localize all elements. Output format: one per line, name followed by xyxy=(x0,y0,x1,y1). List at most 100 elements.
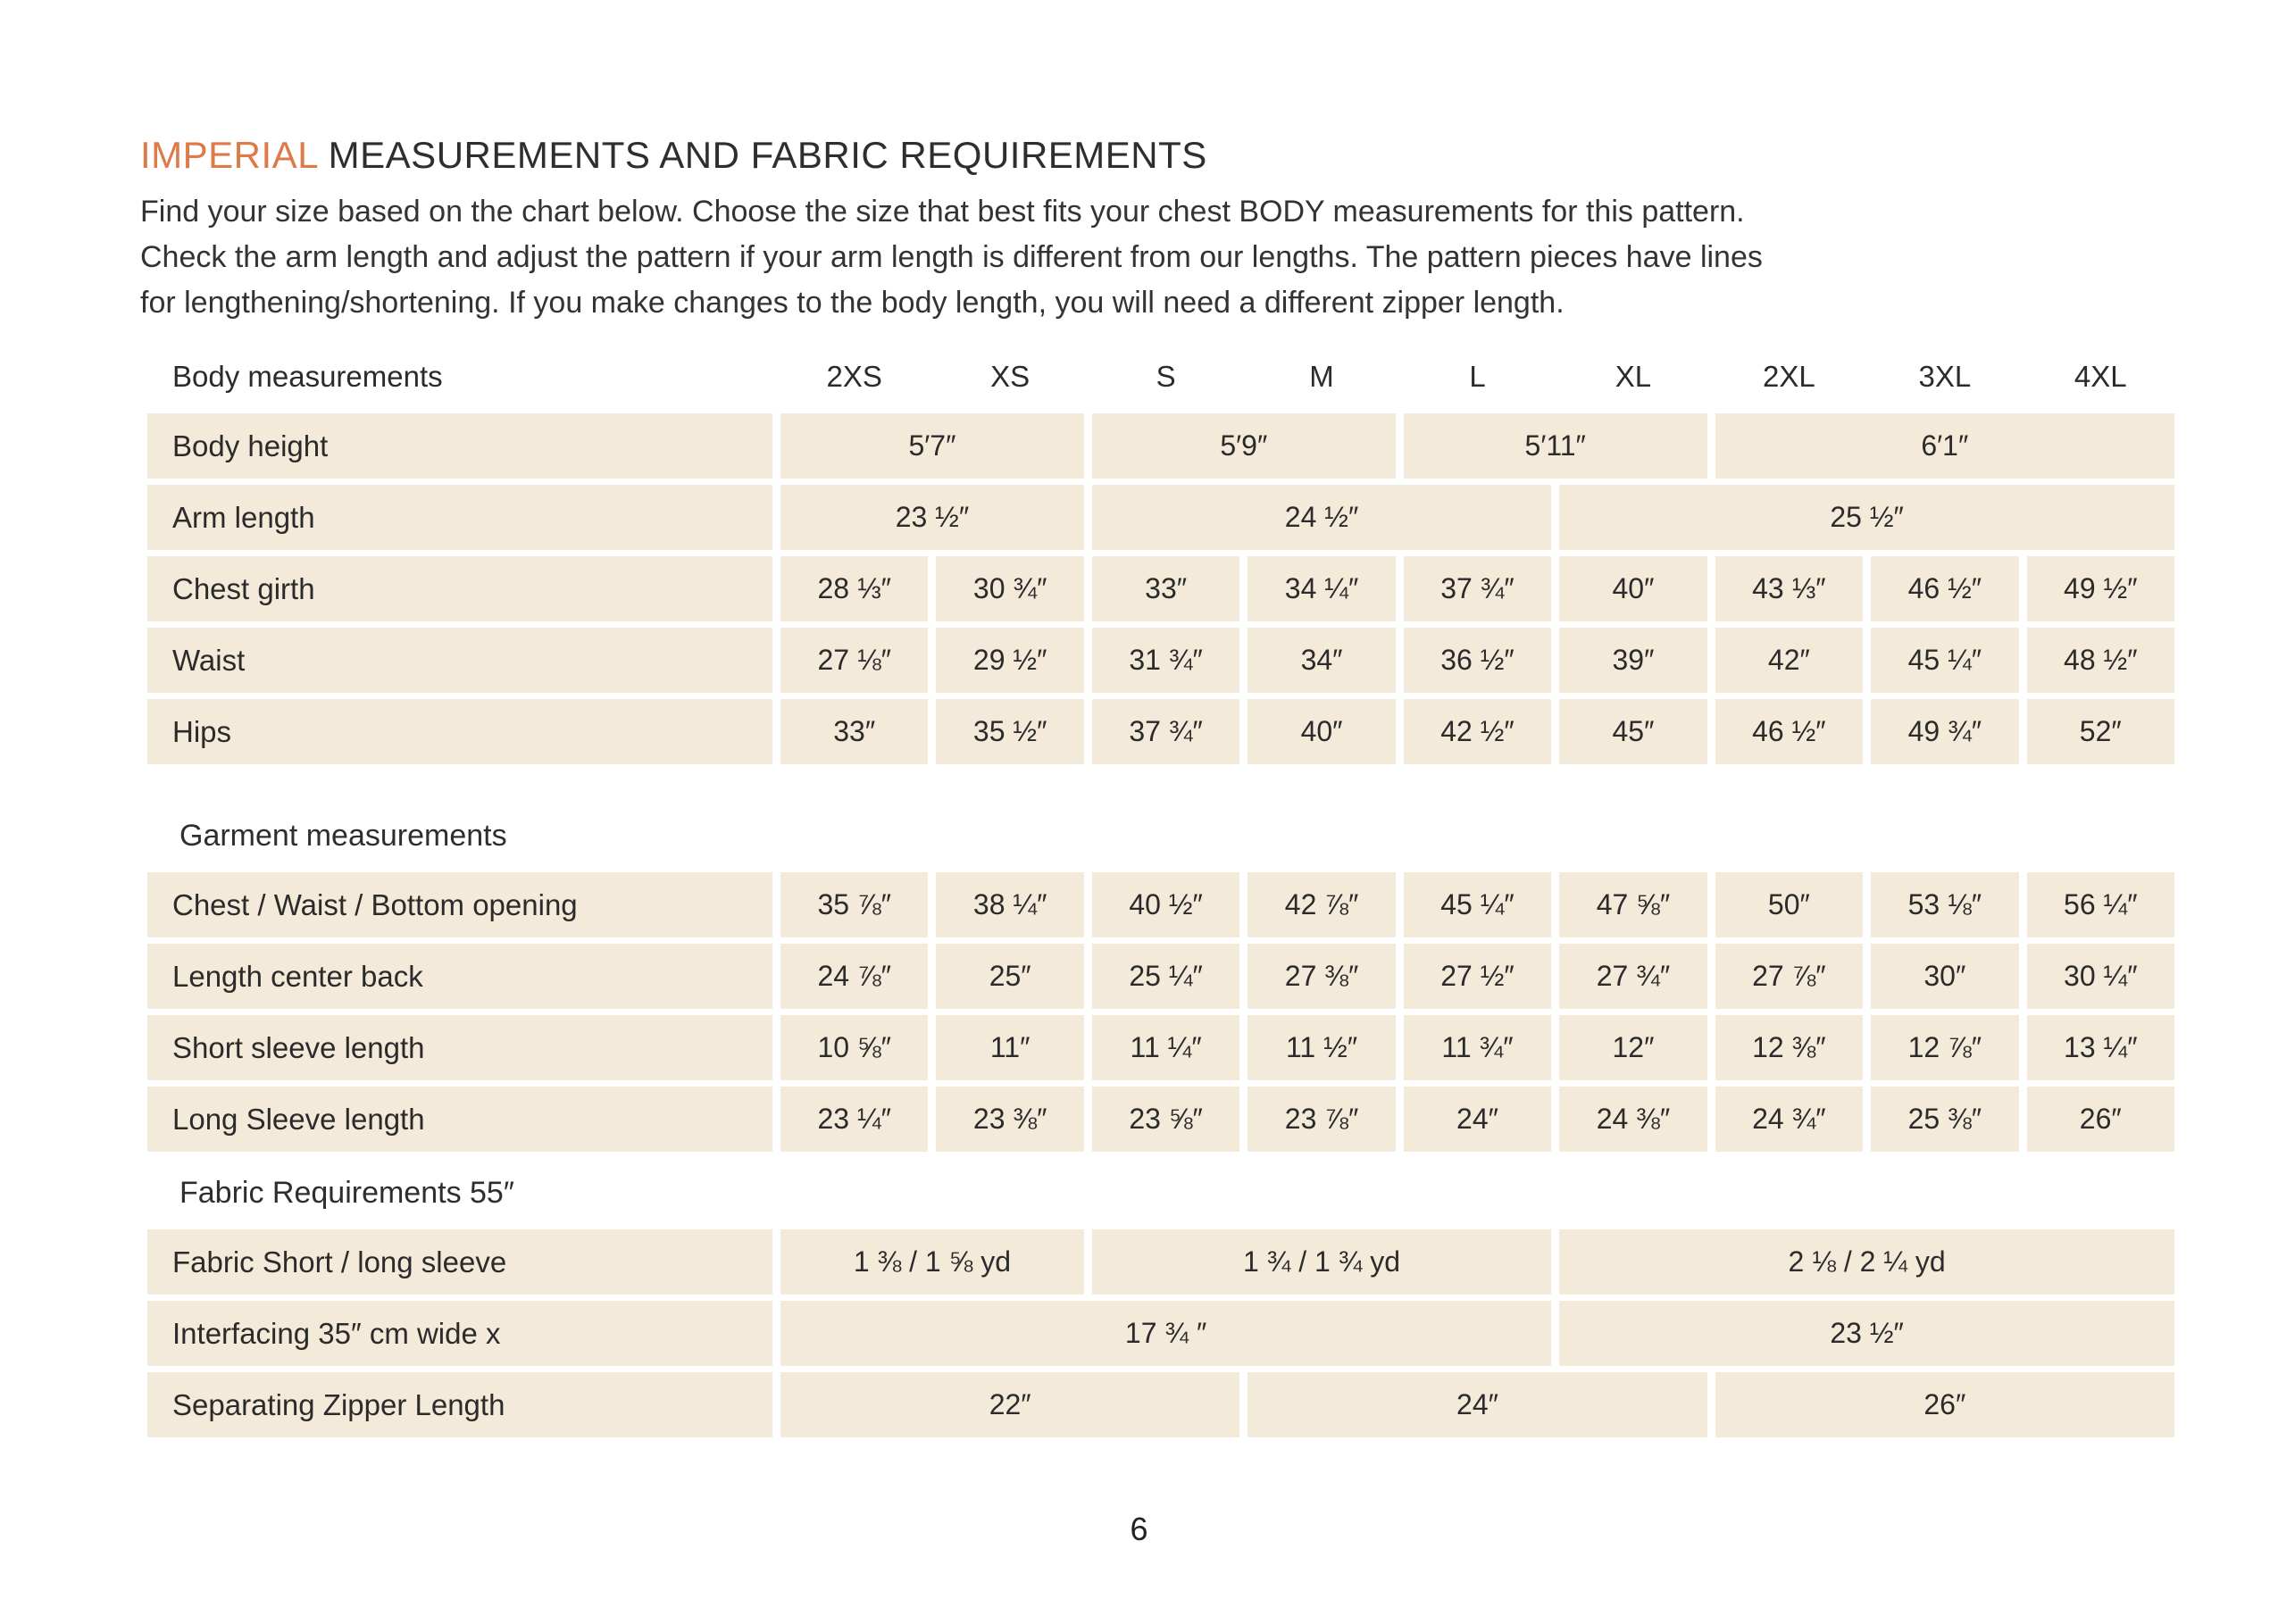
value-cell: 27 ⅛″ xyxy=(780,628,929,693)
table-row: Fabric Short / long sleeve 1 ⅜ / 1 ⅝ yd 1 … xyxy=(147,1229,2174,1295)
value-cell: 24 ¾″ xyxy=(1715,1087,1864,1152)
size-column-header: L xyxy=(1469,360,1486,393)
row-label: Arm length xyxy=(147,485,772,550)
page-content: IMPERIAL MEASUREMENTS AND FABRIC REQUIRE… xyxy=(140,134,2198,1547)
row-label: Long Sleeve length xyxy=(147,1087,772,1152)
value-cell: 23 ½″ xyxy=(780,485,1084,550)
value-cell: 1 ⅜ / 1 ⅝ yd xyxy=(780,1229,1084,1295)
value-cell: 12 ⅞″ xyxy=(1871,1015,2019,1080)
value-cell: 10 ⅝″ xyxy=(780,1015,929,1080)
size-column-header: S xyxy=(1156,360,1176,393)
value-cell: 27 ½″ xyxy=(1403,944,1552,1009)
value-cell: 24 ½″ xyxy=(1091,485,1552,550)
value-cell: 28 ⅓″ xyxy=(780,556,929,621)
value-cell: 46 ½″ xyxy=(1871,556,2019,621)
value-cell: 27 ⅜″ xyxy=(1247,944,1396,1009)
value-cell: 40″ xyxy=(1559,556,1707,621)
intro-line: Find your size based on the chart below.… xyxy=(140,195,1745,229)
fabric-requirement-rows: Fabric Short / long sleeve 1 ⅜ / 1 ⅝ yd 1 … xyxy=(147,1229,2174,1437)
size-column-header: 3XL xyxy=(1918,360,1972,393)
body-measurement-rows: Body height 5′7″ 5′9″ 5′11″ 6′1″ Arm length 23… xyxy=(147,413,2174,764)
value-cell: 30″ xyxy=(1871,944,2019,1009)
table-row: Short sleeve length 10 ⅝″ 11″ 11 ¼″ 11 ½″ 11 … xyxy=(147,1015,2174,1080)
value-cell: 37 ¾″ xyxy=(1091,699,1240,764)
value-cell: 11 ¾″ xyxy=(1403,1015,1552,1080)
size-column-header: 2XL xyxy=(1763,360,1815,393)
page-title: IMPERIAL MEASUREMENTS AND FABRIC REQUIRE… xyxy=(140,134,2198,177)
value-cell: 13 ¼″ xyxy=(2026,1015,2174,1080)
table-row: Arm length 23 ½″ 24 ½″ 25 ½″ xyxy=(147,485,2174,550)
table-row: Separating Zipper Length 22″ 24″ 26″ xyxy=(147,1372,2174,1437)
table-row: Waist 27 ⅛″ 29 ½″ 31 ¾″ 34″ 36 ½″ 39″ 42″ 45 ¼″ 4… xyxy=(147,628,2174,693)
table-row: Length center back 24 ⅞″ 25″ 25 ¼″ 27 ⅜″ 27 ½… xyxy=(147,944,2174,1009)
page-number: 6 xyxy=(1130,1511,1148,1547)
value-cell: 11″ xyxy=(936,1015,1084,1080)
value-cell: 2 ⅛ / 2 ¼ yd xyxy=(1559,1229,2174,1295)
row-label: Hips xyxy=(147,699,772,764)
title-rest: MEASUREMENTS AND FABRIC REQUIREMENTS xyxy=(317,134,1207,176)
value-cell: 23 ⅜″ xyxy=(936,1087,1084,1152)
size-column-header: M xyxy=(1309,360,1334,393)
garment-measurement-rows: Chest / Waist / Bottom opening 35 ⅞″ 38 ¼″… xyxy=(147,872,2174,1152)
value-cell: 24″ xyxy=(1247,1372,1707,1437)
value-cell: 26″ xyxy=(1715,1372,2174,1437)
value-cell: 53 ⅛″ xyxy=(1871,872,2019,937)
value-cell: 42 ½″ xyxy=(1403,699,1552,764)
value-cell: 48 ½″ xyxy=(2026,628,2174,693)
table-row: Body height 5′7″ 5′9″ 5′11″ 6′1″ xyxy=(147,413,2174,479)
value-cell: 23 ¼″ xyxy=(780,1087,929,1152)
fabric-section-label: Fabric Requirements 55″ xyxy=(179,1176,514,1210)
value-cell: 36 ½″ xyxy=(1403,628,1552,693)
value-cell: 29 ½″ xyxy=(936,628,1084,693)
size-column-header: 2XS xyxy=(826,360,882,393)
value-cell: 25″ xyxy=(936,944,1084,1009)
value-cell: 31 ¾″ xyxy=(1091,628,1240,693)
value-cell: 25 ¼″ xyxy=(1091,944,1240,1009)
row-label: Body height xyxy=(147,413,772,479)
value-cell: 23 ⅞″ xyxy=(1247,1087,1396,1152)
size-column-header: XS xyxy=(990,360,1031,393)
value-cell: 34″ xyxy=(1247,628,1396,693)
row-label: Short sleeve length xyxy=(147,1015,772,1080)
value-cell: 42 ⅞″ xyxy=(1247,872,1396,937)
value-cell: 5′9″ xyxy=(1091,413,1396,479)
row-label: Waist xyxy=(147,628,772,693)
value-cell: 45 ¼″ xyxy=(1871,628,2019,693)
garment-section-label: Garment measurements xyxy=(179,819,507,853)
value-cell: 33″ xyxy=(1091,556,1240,621)
value-cell: 35 ⅞″ xyxy=(780,872,929,937)
size-column-header: XL xyxy=(1615,360,1652,393)
table-row: Chest / Waist / Bottom opening 35 ⅞″ 38 ¼″… xyxy=(147,872,2174,937)
value-cell: 45 ¼″ xyxy=(1403,872,1552,937)
value-cell: 27 ⅞″ xyxy=(1715,944,1864,1009)
value-cell: 49 ½″ xyxy=(2026,556,2174,621)
value-cell: 27 ¾″ xyxy=(1559,944,1707,1009)
value-cell: 47 ⅝″ xyxy=(1559,872,1707,937)
intro-line: for lengthening/shortening. If you make … xyxy=(140,286,1565,320)
value-cell: 24″ xyxy=(1403,1087,1552,1152)
value-cell: 12″ xyxy=(1559,1015,1707,1080)
table-row: Interfacing 35″ cm wide x 17 ¾ ″ 23 ½″ xyxy=(147,1301,2174,1366)
value-cell: 37 ¾″ xyxy=(1403,556,1552,621)
value-cell: 1 ¾ / 1 ¾ yd xyxy=(1091,1229,1552,1295)
value-cell: 40 ½″ xyxy=(1091,872,1240,937)
value-cell: 26″ xyxy=(2026,1087,2174,1152)
intro-paragraph: Find your size based on the chart below.… xyxy=(140,189,2198,326)
row-label: Chest / Waist / Bottom opening xyxy=(147,872,772,937)
value-cell: 17 ¾ ″ xyxy=(780,1301,1552,1366)
value-cell: 33″ xyxy=(780,699,929,764)
value-cell: 52″ xyxy=(2026,699,2174,764)
value-cell: 56 ¼″ xyxy=(2026,872,2174,937)
value-cell: 50″ xyxy=(1715,872,1864,937)
value-cell: 25 ½″ xyxy=(1559,485,2174,550)
value-cell: 35 ½″ xyxy=(936,699,1084,764)
value-cell: 25 ⅜″ xyxy=(1871,1087,2019,1152)
value-cell: 42″ xyxy=(1715,628,1864,693)
value-cell: 43 ⅓″ xyxy=(1715,556,1864,621)
value-cell: 11 ¼″ xyxy=(1091,1015,1240,1080)
intro-line: Check the arm length and adjust the patt… xyxy=(140,240,1763,274)
row-label: Separating Zipper Length xyxy=(147,1372,772,1437)
value-cell: 24 ⅞″ xyxy=(780,944,929,1009)
table-row: Chest girth 28 ⅓″ 30 ¾″ 33″ 34 ¼″ 37 ¾″ 40″ 43 … xyxy=(147,556,2174,621)
